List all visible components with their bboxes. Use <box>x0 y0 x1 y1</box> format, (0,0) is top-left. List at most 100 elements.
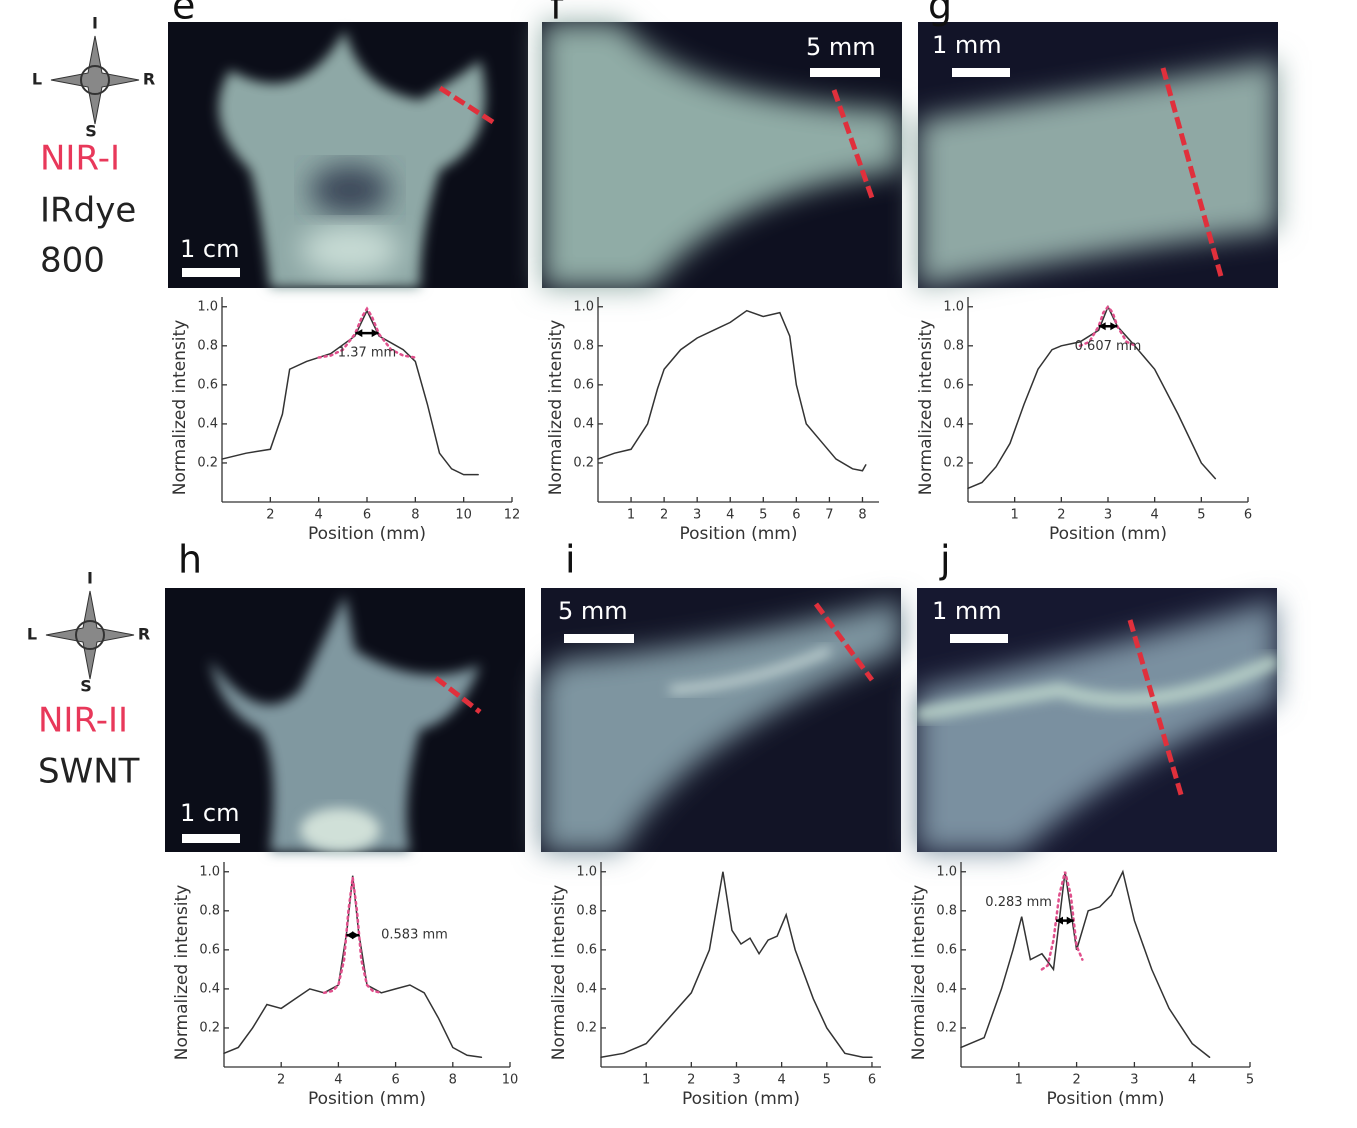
y-tick-label: 0.8 <box>573 338 594 353</box>
x-tick-label: 6 <box>792 508 800 523</box>
y-axis-label: Normalized intensity <box>170 320 190 496</box>
x-tick-label: 2 <box>687 1073 695 1088</box>
x-tick-label: 1 <box>1015 1073 1023 1088</box>
x-axis-label: Position (mm) <box>308 1089 426 1109</box>
image-f <box>542 22 902 288</box>
x-tick-label: 4 <box>726 508 734 523</box>
y-axis-label: Normalized intensity <box>909 885 929 1061</box>
compass-label: I <box>87 569 93 588</box>
x-tick-label: 10 <box>455 508 472 523</box>
arrow-head <box>1066 916 1074 925</box>
image-h <box>165 588 525 852</box>
x-tick-label: 4 <box>778 1073 786 1088</box>
y-axis-label: Normalized intensity <box>546 320 566 496</box>
scale-bar-label: 1 mm <box>932 597 1002 625</box>
y-tick-label: 0.2 <box>573 455 594 470</box>
image-j <box>915 588 1280 852</box>
image-e <box>168 22 528 288</box>
x-axis-label: Position (mm) <box>680 524 798 544</box>
profile-line <box>597 309 867 472</box>
y-tick-label: 1.0 <box>199 864 220 879</box>
fit-line <box>1040 871 1084 971</box>
panel-letter: j <box>939 538 951 582</box>
x-axis-label: Position (mm) <box>308 524 426 544</box>
x-tick-label: 3 <box>1130 1073 1138 1088</box>
x-tick-label: 1 <box>642 1073 650 1088</box>
compass-label: L <box>27 625 37 644</box>
scale-bar-label: 1 cm <box>180 799 239 827</box>
x-tick-label: 2 <box>1072 1073 1080 1088</box>
scale-bar <box>182 834 240 843</box>
scale-bar-label: 1 cm <box>180 235 239 263</box>
image-i <box>541 588 901 852</box>
y-tick-label: 0.6 <box>936 942 957 957</box>
profile-line <box>967 304 1217 490</box>
x-axis-label: Position (mm) <box>1047 1089 1165 1109</box>
y-tick-label: 0.4 <box>199 981 220 996</box>
dye-label: 800 <box>40 241 105 281</box>
fit-line <box>317 306 417 359</box>
panel-letter: e <box>172 0 195 28</box>
compass-label: R <box>138 625 150 644</box>
compass-label: L <box>32 70 42 89</box>
x-tick-label: 8 <box>858 508 866 523</box>
fit-line <box>1078 304 1138 348</box>
x-tick-label: 7 <box>825 508 833 523</box>
panel-letter: f <box>550 0 565 28</box>
arrow-head <box>1098 322 1106 331</box>
scale-bar-label: 5 mm <box>558 597 628 625</box>
y-tick-label: 0.2 <box>199 1020 220 1035</box>
scale-bar-label: 5 mm <box>806 33 876 61</box>
annotation: 0.583 mm <box>381 928 448 943</box>
profile-line <box>960 869 1211 1058</box>
x-tick-label: 2 <box>277 1073 285 1088</box>
x-tick-label: 3 <box>1104 508 1112 523</box>
x-tick-label: 3 <box>693 508 701 523</box>
x-tick-label: 4 <box>1151 508 1159 523</box>
panel-letter: h <box>178 538 202 582</box>
x-tick-label: 1 <box>1011 508 1019 523</box>
x-tick-label: 5 <box>759 508 767 523</box>
profile-line <box>223 875 483 1058</box>
y-tick-label: 0.6 <box>943 377 964 392</box>
x-tick-label: 2 <box>1057 508 1065 523</box>
scale-bar <box>810 68 880 77</box>
dye-label: IRdye <box>40 191 136 231</box>
x-tick-label: 4 <box>334 1073 342 1088</box>
y-tick-label: 1.0 <box>936 864 957 879</box>
scale-bar <box>182 268 240 277</box>
y-tick-label: 0.8 <box>199 903 220 918</box>
y-tick-label: 0.2 <box>576 1020 597 1035</box>
x-tick-label: 5 <box>1197 508 1205 523</box>
y-tick-label: 0.8 <box>576 903 597 918</box>
y-tick-label: 0.6 <box>573 377 594 392</box>
y-tick-label: 0.2 <box>936 1020 957 1035</box>
x-tick-label: 6 <box>391 1073 399 1088</box>
compass-label: I <box>92 14 98 33</box>
y-axis-label: Normalized intensity <box>916 320 936 496</box>
x-tick-label: 1 <box>627 508 635 523</box>
y-tick-label: 0.6 <box>197 377 218 392</box>
profile-line <box>221 308 479 476</box>
panel-letter: g <box>928 0 952 28</box>
y-tick-label: 0.4 <box>573 416 594 431</box>
scale-bar <box>950 634 1008 643</box>
scale-bar <box>564 634 634 643</box>
x-axis-label: Position (mm) <box>1049 524 1167 544</box>
x-tick-label: 12 <box>504 508 521 523</box>
arrow-head <box>371 329 379 338</box>
probe-label: NIR-I <box>40 139 120 179</box>
y-tick-label: 0.4 <box>576 981 597 996</box>
compass: I S L R <box>27 569 150 696</box>
x-tick-label: 2 <box>266 508 274 523</box>
y-tick-label: 0.6 <box>199 942 220 957</box>
y-tick-label: 1.0 <box>943 299 964 314</box>
y-tick-label: 1.0 <box>573 299 594 314</box>
arrow-head <box>1110 322 1118 331</box>
y-tick-label: 0.6 <box>576 942 597 957</box>
fit-line <box>322 877 383 995</box>
scale-bar-label: 1 mm <box>932 31 1002 59</box>
annotation: 0.283 mm <box>985 895 1052 910</box>
image-g <box>918 22 1278 288</box>
